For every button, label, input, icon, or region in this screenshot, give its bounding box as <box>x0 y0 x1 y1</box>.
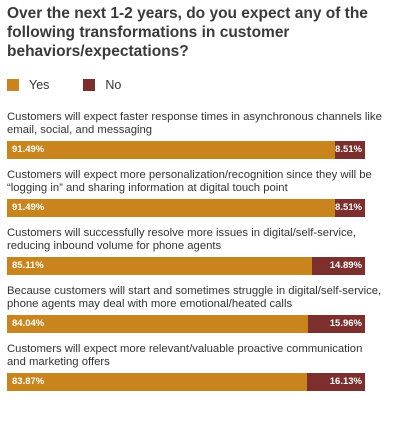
bar-segment-yes: 83.87% <box>7 373 308 391</box>
category-label: Customers will successfully resolve more… <box>7 227 357 252</box>
stacked-bar: 84.04% 15.96% <box>7 315 365 333</box>
bar-segment-no: 15.96% <box>307 315 365 333</box>
legend-label-no: No <box>105 78 122 92</box>
bar-segment-yes: 84.04% <box>7 315 308 333</box>
category-label: Customers will expect more personalizati… <box>7 169 372 194</box>
data-label-no: 15.96% <box>329 318 362 329</box>
data-label-no: 14.89% <box>329 260 362 271</box>
data-label-no: 16.13% <box>329 376 362 387</box>
bar-segment-no: 8.51% <box>334 199 365 217</box>
category-label: Customers will expect faster response ti… <box>7 111 382 136</box>
bar-segment-no: 8.51% <box>334 141 365 159</box>
legend-swatch-yes <box>7 79 19 91</box>
category-label: Because customers will start and sometim… <box>7 285 382 310</box>
bar-rows: Customers will expect faster response ti… <box>7 111 382 401</box>
bar-row: Customers will expect more relevant/valu… <box>7 343 365 391</box>
data-label-no: 8.51% <box>335 202 362 213</box>
legend-label-yes: Yes <box>29 78 50 92</box>
chart-title: Over the next 1-2 years, do you expect a… <box>7 5 368 60</box>
bar-segment-yes: 91.49% <box>7 199 335 217</box>
bar-row: Because customers will start and sometim… <box>7 285 381 333</box>
legend-swatch-no <box>83 79 96 91</box>
data-label-yes: 84.04% <box>12 318 45 329</box>
data-label-yes: 85.11% <box>12 260 44 271</box>
bar-segment-yes: 91.49% <box>7 141 335 159</box>
bar-segment-yes: 85.11% <box>7 257 312 275</box>
data-label-no: 8.51% <box>335 144 362 155</box>
data-label-yes: 91.49% <box>12 202 45 213</box>
bar-row: Customers will successfully resolve more… <box>7 227 365 275</box>
legend-item-no: No <box>83 78 121 92</box>
legend-item-yes: Yes <box>7 78 49 92</box>
stacked-bar: 83.87% 16.13% <box>7 373 365 391</box>
bar-segment-no: 16.13% <box>307 373 365 391</box>
data-label-yes: 91.49% <box>12 144 45 155</box>
stacked-bar: 85.11% 14.89% <box>7 257 365 275</box>
stacked-bar: 91.49% 8.51% <box>7 141 365 159</box>
stacked-bar: 91.49% 8.51% <box>7 199 365 217</box>
category-label: Customers will expect more relevant/valu… <box>7 343 363 368</box>
bar-row: Customers will expect faster response ti… <box>7 111 382 159</box>
legend: Yes No <box>7 78 155 92</box>
bar-segment-no: 14.89% <box>311 257 365 275</box>
bar-row: Customers will expect more personalizati… <box>7 169 372 217</box>
data-label-yes: 83.87% <box>12 376 45 387</box>
